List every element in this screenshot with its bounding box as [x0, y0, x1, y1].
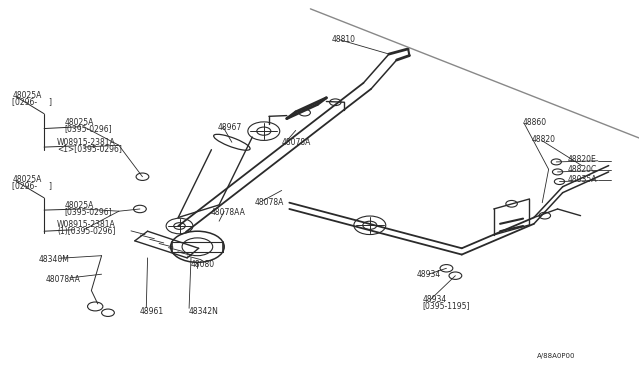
Text: 48934: 48934	[417, 270, 442, 279]
Text: 48342N: 48342N	[189, 307, 219, 316]
Text: (1)[0395-0296]: (1)[0395-0296]	[57, 227, 115, 236]
Text: 48967: 48967	[218, 123, 242, 132]
Text: [0296-     ]: [0296- ]	[12, 97, 52, 106]
Text: 48820C: 48820C	[568, 165, 597, 174]
Text: 48810: 48810	[332, 35, 355, 44]
Text: 48025A: 48025A	[65, 201, 94, 210]
Text: [0395-1195]: [0395-1195]	[422, 301, 470, 310]
Text: 48080: 48080	[191, 260, 215, 269]
Text: 48860: 48860	[523, 118, 547, 127]
Text: 48820: 48820	[532, 135, 556, 144]
Text: W08915-2381A: W08915-2381A	[57, 138, 116, 147]
Text: 48025A: 48025A	[12, 175, 42, 184]
Text: 48025A: 48025A	[65, 118, 94, 127]
Text: [0395-0296]: [0395-0296]	[65, 124, 112, 133]
Text: 48078AA: 48078AA	[45, 275, 80, 284]
Text: 48078AA: 48078AA	[210, 208, 245, 217]
Text: <1>[0395-0296]: <1>[0395-0296]	[57, 144, 122, 153]
Text: A/88A0P00: A/88A0P00	[537, 353, 575, 359]
Text: 48934: 48934	[422, 295, 447, 304]
Text: 48078A: 48078A	[282, 138, 311, 147]
Text: 48025A: 48025A	[12, 91, 42, 100]
Text: 48035A: 48035A	[568, 175, 597, 184]
Text: [0395-0296]: [0395-0296]	[65, 207, 112, 216]
Text: [0296-     ]: [0296- ]	[12, 181, 52, 190]
Text: 48078A: 48078A	[255, 198, 284, 207]
Text: W08915-2381A: W08915-2381A	[57, 221, 116, 230]
Text: 48961: 48961	[140, 307, 164, 316]
Text: 48820E: 48820E	[568, 155, 596, 164]
Text: 48340M: 48340M	[39, 255, 70, 264]
